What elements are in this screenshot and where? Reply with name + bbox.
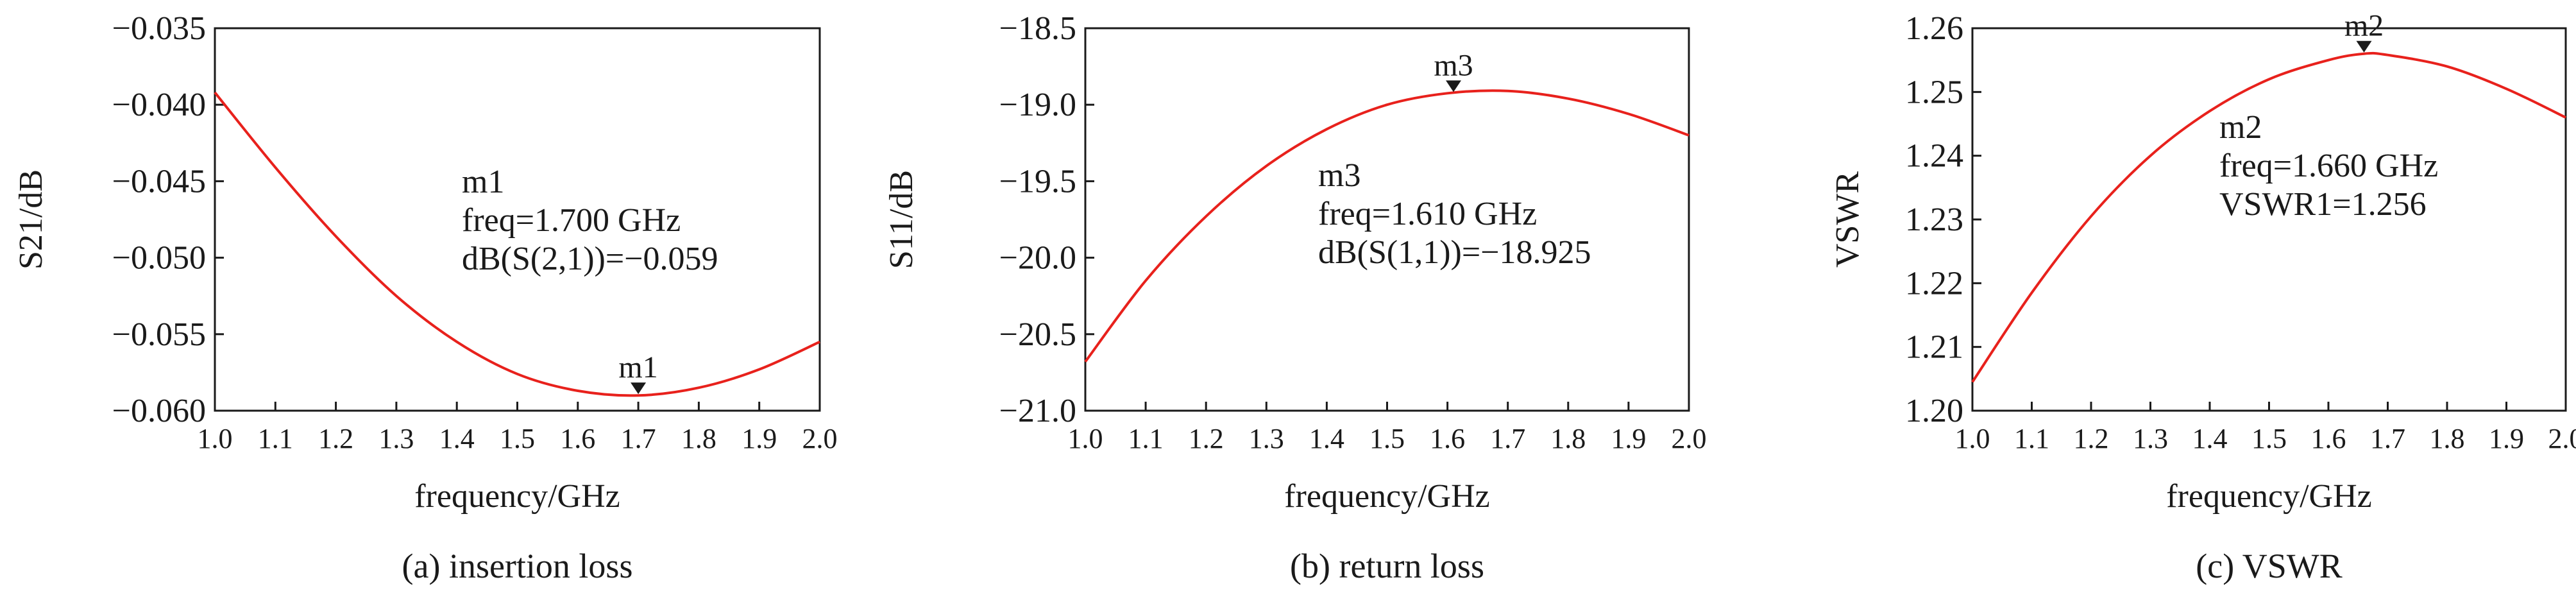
marker-triangle-icon: [1446, 80, 1462, 92]
x-tick-label: 1.3: [2133, 423, 2168, 454]
x-tick-label: 1.9: [741, 423, 777, 454]
chart-panel-2: 1.0 1.1 1.2 1.3 1.4 1.5 1.6 1.7 1.8 1.9 2.0 −18.5 −1…: [883, 10, 1707, 585]
y-tick-label: −18.5: [999, 10, 1076, 47]
x-tick-label: 1.1: [258, 423, 293, 454]
x-axis-label: frequency/GHz: [1284, 478, 1490, 515]
y-tick-label: −0.035: [112, 10, 206, 47]
x-tick-label: 2.0: [2548, 423, 2576, 454]
y-axis-label: S11/dB: [883, 170, 920, 269]
y-tick-label: 1.25: [1905, 74, 1963, 110]
data-series-line: [1971, 51, 2566, 383]
marker-label: m3: [1434, 48, 1473, 82]
marker-annotation-line: m2: [2219, 109, 2262, 146]
x-axis-label: frequency/GHz: [2166, 478, 2372, 515]
chart-caption: (a) insertion loss: [402, 547, 633, 585]
chart-caption: (b) return loss: [1290, 547, 1484, 585]
marker-annotation-line: dB(S(2,1))=−0.059: [462, 241, 718, 277]
x-axis-label: frequency/GHz: [414, 478, 620, 515]
y-tick-label: −19.0: [999, 87, 1076, 123]
y-tick-label: 1.24: [1905, 138, 1963, 175]
marker-label: m2: [2344, 9, 2384, 43]
marker-annotation-line: VSWR1=1.256: [2219, 186, 2427, 223]
marker-triangle-icon: [2356, 40, 2372, 53]
chart-panel-1: 1.0 1.1 1.2 1.3 1.4 1.5 1.6 1.7 1.8 1.9 2.0 −0.035 −…: [13, 10, 838, 585]
y-tick-label: −0.055: [112, 316, 206, 353]
x-tick-label: 1.6: [2311, 423, 2346, 454]
x-tick-label: 1.6: [1430, 423, 1465, 454]
x-tick-label: 1.2: [318, 423, 353, 454]
x-tick-label: 1.8: [1550, 423, 1586, 454]
y-tick-label: −0.045: [112, 163, 206, 200]
x-tick-label: 1.4: [2192, 423, 2228, 454]
x-tick-label: 1.0: [198, 423, 233, 454]
y-axis-label: S21/dB: [13, 169, 49, 270]
y-tick-label: −0.060: [112, 393, 206, 429]
y-tick-label: −0.040: [112, 87, 206, 123]
y-axis-label: VSWR: [1829, 171, 1866, 268]
y-tick-label: −20.5: [999, 316, 1076, 353]
chart-caption: (c) VSWR: [2196, 547, 2342, 585]
marker-annotation-line: freq=1.660 GHz: [2219, 148, 2438, 184]
data-series-line: [214, 91, 820, 397]
marker-label: m1: [618, 350, 657, 384]
x-tick-label: 1.8: [681, 423, 716, 454]
x-tick-label: 1.5: [2251, 423, 2287, 454]
marker-annotation-line: dB(S(1,1))=−18.925: [1318, 234, 1591, 271]
marker-annotation-line: m3: [1318, 157, 1360, 194]
x-tick-label: 1.3: [1249, 423, 1284, 454]
y-tick-label: 1.22: [1905, 265, 1963, 302]
marker-triangle-icon: [631, 382, 647, 395]
x-tick-label: 1.4: [1309, 423, 1344, 454]
x-tick-label: 1.9: [1611, 423, 1646, 454]
marker-annotation-line: freq=1.700 GHz: [462, 202, 681, 239]
y-tick-label: 1.21: [1905, 329, 1963, 366]
x-tick-label: 1.7: [621, 423, 656, 454]
y-tick-label: −19.5: [999, 163, 1076, 200]
y-tick-label: −21.0: [999, 393, 1076, 429]
x-tick-label: 1.1: [1128, 423, 1164, 454]
y-tick-label: −0.050: [112, 240, 206, 277]
x-tick-label: 1.6: [560, 423, 595, 454]
y-tick-label: 1.23: [1905, 201, 1963, 238]
x-tick-label: 1.7: [1490, 423, 1525, 454]
x-tick-label: 1.4: [439, 423, 475, 454]
x-tick-label: 1.8: [2430, 423, 2465, 454]
marker-annotation-line: freq=1.610 GHz: [1318, 196, 1537, 232]
marker-annotation-line: m1: [462, 164, 504, 200]
data-series-line: [1084, 89, 1690, 363]
y-tick-label: 1.20: [1905, 393, 1963, 429]
x-tick-label: 1.3: [378, 423, 414, 454]
y-tick-label: −20.0: [999, 240, 1076, 277]
y-tick-label: 1.26: [1905, 10, 1963, 47]
chart-panel-3: 1.0 1.1 1.2 1.3 1.4 1.5 1.6 1.7 1.8 1.9 2.0 1.26 1.2…: [1829, 9, 2576, 585]
x-tick-label: 1.0: [1068, 423, 1103, 454]
x-tick-label: 1.5: [500, 423, 535, 454]
x-tick-label: 1.5: [1369, 423, 1405, 454]
x-tick-label: 1.0: [1955, 423, 1990, 454]
x-tick-label: 2.0: [1672, 423, 1707, 454]
x-tick-label: 1.9: [2489, 423, 2524, 454]
x-tick-label: 1.7: [2370, 423, 2405, 454]
x-tick-label: 1.2: [2074, 423, 2109, 454]
x-tick-label: 1.2: [1189, 423, 1224, 454]
x-tick-label: 2.0: [802, 423, 838, 454]
x-tick-label: 1.1: [2014, 423, 2049, 454]
